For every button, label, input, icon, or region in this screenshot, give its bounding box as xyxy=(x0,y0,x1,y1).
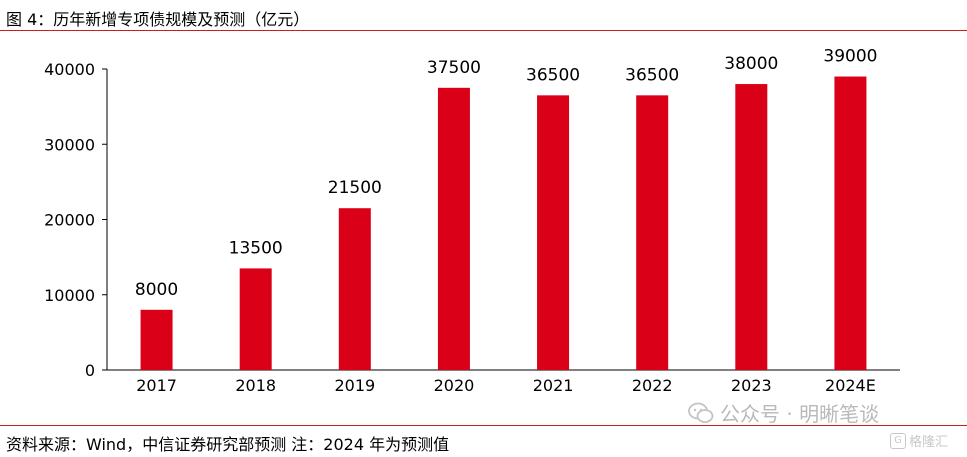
wechat-icon xyxy=(688,402,714,423)
watermark: 公众号 · 明晰笔谈 xyxy=(688,398,879,427)
x-tick-label: 2019 xyxy=(334,376,375,395)
corner-logo: G 格隆汇 xyxy=(890,431,948,450)
top-divider xyxy=(0,30,967,31)
figure-header: 图 4：历年新增专项债规模及预测（亿元） xyxy=(0,0,967,30)
x-tick-label: 2020 xyxy=(434,376,475,395)
bar-value-label: 13500 xyxy=(229,238,283,258)
bar-value-label: 37500 xyxy=(427,58,481,78)
bar-value-label: 36500 xyxy=(526,65,580,85)
x-tick-label: 2017 xyxy=(136,376,177,395)
bars xyxy=(140,76,867,371)
bar xyxy=(437,87,470,370)
watermark-text: 公众号 · 明晰笔谈 xyxy=(720,402,880,426)
y-tick-label: 30000 xyxy=(44,135,95,154)
y-tick-label: 0 xyxy=(85,361,95,380)
bar xyxy=(834,76,867,371)
bar xyxy=(636,95,669,371)
bar xyxy=(338,208,371,370)
bar-value-label: 36500 xyxy=(625,65,679,85)
x-axis: 2017 2018 2019 2020 2021 2022 2023 2024E xyxy=(107,369,900,395)
x-tick-label: 2022 xyxy=(632,376,673,395)
x-tick-label: 2018 xyxy=(235,376,276,395)
bar-value-label: 39000 xyxy=(823,47,877,67)
x-tick-label: 2021 xyxy=(533,376,574,395)
data-labels: 8000 13500 21500 37500 36500 36500 38000 39000 xyxy=(135,47,878,300)
bar xyxy=(140,309,173,370)
bar xyxy=(537,95,570,371)
y-axis: 0 10000 20000 30000 40000 xyxy=(44,60,108,380)
x-tick-label: 2024E xyxy=(825,376,876,395)
y-tick-label: 40000 xyxy=(44,60,95,79)
corner-logo-mark: G xyxy=(890,432,906,449)
bar-value-label: 8000 xyxy=(135,280,178,300)
corner-logo-text: 格隆汇 xyxy=(909,435,949,450)
bar xyxy=(735,84,768,371)
bar xyxy=(239,268,272,370)
source-note: 资料来源：Wind，中信证券研究部预测 注：2024 年为预测值 xyxy=(6,435,450,454)
x-tick-label: 2023 xyxy=(731,376,772,395)
bar-value-label: 38000 xyxy=(724,54,778,74)
y-tick-label: 20000 xyxy=(44,211,95,230)
bar-value-label: 21500 xyxy=(328,178,382,198)
figure-title: 图 4：历年新增专项债规模及预测（亿元） xyxy=(6,10,310,29)
bottom-divider xyxy=(0,425,967,426)
y-tick-label: 10000 xyxy=(44,286,95,305)
